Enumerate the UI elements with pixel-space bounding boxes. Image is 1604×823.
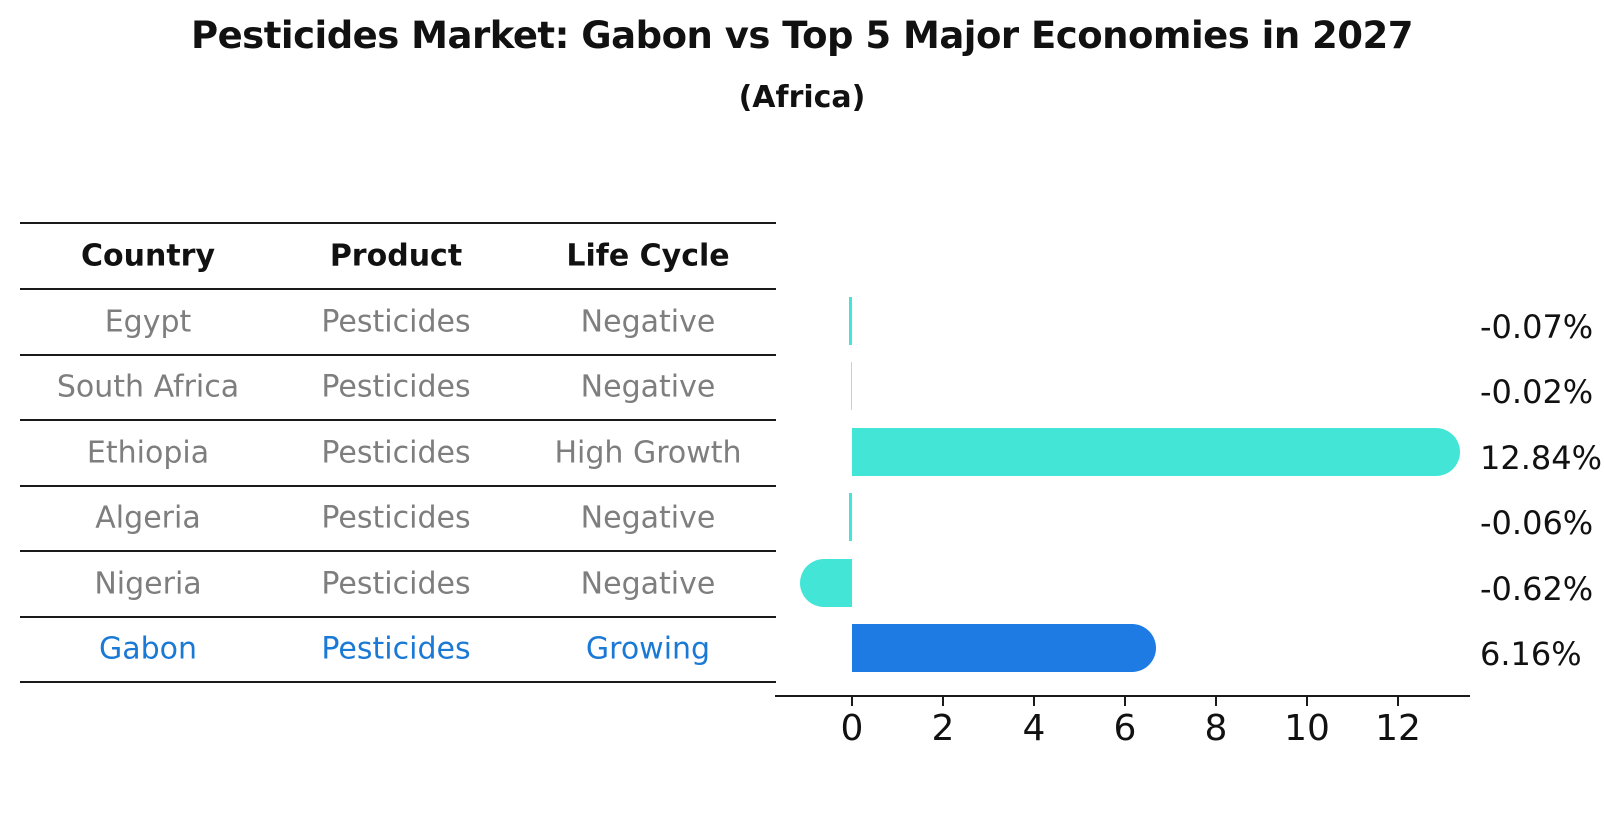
table-cell-country: Ethiopia — [86, 435, 210, 471]
x-axis-tick-label: 6 — [1113, 708, 1137, 749]
x-axis-tick — [1215, 697, 1217, 706]
bar-egypt — [848, 296, 852, 345]
table-cell-country: South Africa — [56, 369, 240, 405]
bar-value-label: -0.62% — [1480, 569, 1594, 608]
table-top-rule — [20, 222, 776, 224]
table-row-rule — [20, 353, 776, 356]
bar-gabon — [852, 624, 1157, 673]
bar-south-africa — [850, 362, 852, 411]
table-header-product: Product — [329, 238, 463, 274]
x-axis-tick-label: 8 — [1204, 708, 1228, 749]
bar-value-label: -0.07% — [1480, 307, 1594, 346]
table-cell-product: Pesticides — [321, 631, 471, 667]
bar-nigeria — [799, 558, 852, 607]
table-row-rule — [20, 484, 776, 487]
table-header-life-cycle: Life Cycle — [566, 238, 730, 274]
x-axis-tick — [1033, 697, 1035, 706]
bar-value-label: -0.02% — [1480, 373, 1594, 412]
x-axis-tick — [1306, 697, 1308, 706]
x-axis-tick — [1397, 697, 1399, 706]
table-cell-product: Pesticides — [321, 369, 471, 405]
table-cell-product: Pesticides — [321, 435, 471, 471]
bar-value-label: -0.06% — [1480, 504, 1594, 543]
table-cell-life_cycle: Negative — [580, 369, 716, 405]
table-bottom-rule — [20, 681, 776, 683]
x-axis-tick-label: 2 — [931, 708, 955, 749]
bar-ethiopia — [852, 427, 1461, 476]
x-axis-tick-label: 12 — [1375, 708, 1421, 749]
table-header-country: Country — [80, 238, 216, 274]
table-cell-country: Nigeria — [94, 566, 202, 602]
x-axis-tick-label: 10 — [1284, 708, 1330, 749]
x-axis-line — [775, 695, 1470, 697]
x-axis-tick — [942, 697, 944, 706]
table-cell-life_cycle: Growing — [585, 631, 711, 667]
bar-value-label: 6.16% — [1480, 635, 1582, 674]
x-axis-tick — [851, 697, 853, 706]
table-cell-country: Gabon — [98, 631, 198, 667]
table-row-rule — [20, 419, 776, 421]
table-cell-life_cycle: Negative — [580, 304, 716, 340]
chart-title: Pesticides Market: Gabon vs Top 5 Major … — [190, 14, 1414, 57]
table-cell-product: Pesticides — [321, 566, 471, 602]
bar-value-label: 12.84% — [1480, 438, 1603, 477]
table-cell-life_cycle: High Growth — [554, 435, 742, 471]
table-cell-country: Egypt — [104, 304, 192, 340]
x-axis-tick-label: 4 — [1022, 708, 1046, 749]
table-cell-life_cycle: Negative — [580, 500, 716, 536]
table-cell-product: Pesticides — [321, 304, 471, 340]
table-cell-product: Pesticides — [321, 500, 471, 536]
table-cell-life_cycle: Negative — [580, 566, 716, 602]
table-cell-country: Algeria — [95, 500, 201, 536]
bar-algeria — [849, 493, 852, 542]
x-axis-tick — [1124, 697, 1126, 706]
x-axis-tick-label: 0 — [840, 708, 864, 749]
table-row-rule — [20, 288, 776, 290]
chart-subtitle: (Africa) — [738, 80, 866, 115]
table-row-rule — [20, 615, 776, 618]
table-row-rule — [20, 550, 776, 552]
